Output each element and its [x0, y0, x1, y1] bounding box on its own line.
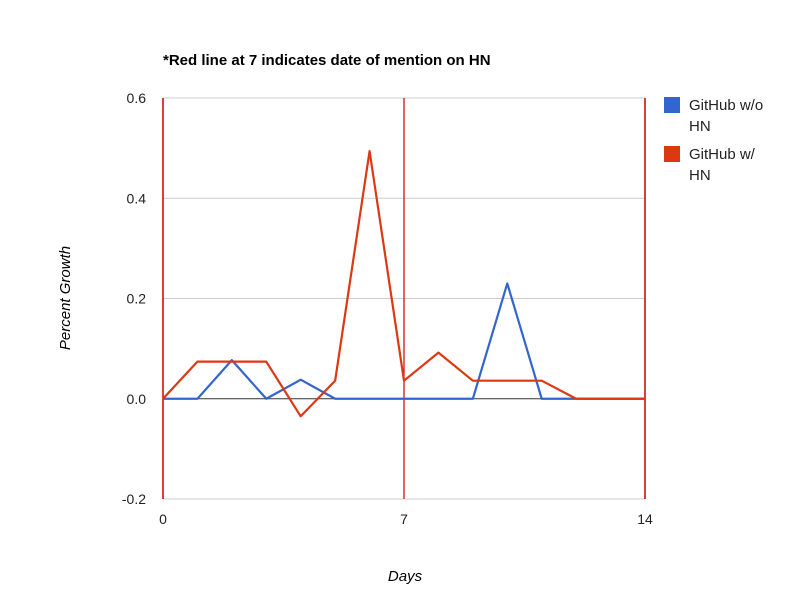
x-axis-ticks: 0 7 14: [159, 511, 653, 527]
y-axis-label: Percent Growth: [57, 246, 74, 350]
y-axis-ticks: -0.2 0.0 0.2 0.4 0.6: [122, 90, 146, 507]
x-axis-label: Days: [388, 568, 423, 585]
series-line-2: [162, 150, 645, 418]
y-tick-label: 0.4: [127, 190, 147, 206]
series-lines: [162, 150, 645, 418]
legend: GitHub w/o HN GitHub w/HN: [664, 97, 763, 184]
x-tick-label: 7: [400, 511, 408, 527]
y-tick-label: 0.2: [127, 291, 147, 307]
chart-title: *Red line at 7 indicates date of mention…: [163, 52, 491, 69]
legend-label-1: GitHub w/o: [689, 97, 763, 114]
y-tick-label: 0.0: [127, 391, 147, 407]
vertical-markers: [162, 98, 646, 499]
y-tick-label: 0.6: [127, 90, 147, 106]
series-line-1: [163, 282, 645, 400]
legend-label-1: HN: [689, 118, 711, 135]
x-tick-label: 0: [159, 511, 167, 527]
legend-swatch-2: [664, 146, 680, 162]
legend-swatch-1: [664, 97, 680, 113]
legend-label-2: GitHub w/: [689, 146, 756, 163]
y-tick-label: -0.2: [122, 491, 146, 507]
legend-label-2: HN: [689, 167, 711, 184]
x-tick-label: 14: [637, 511, 653, 527]
